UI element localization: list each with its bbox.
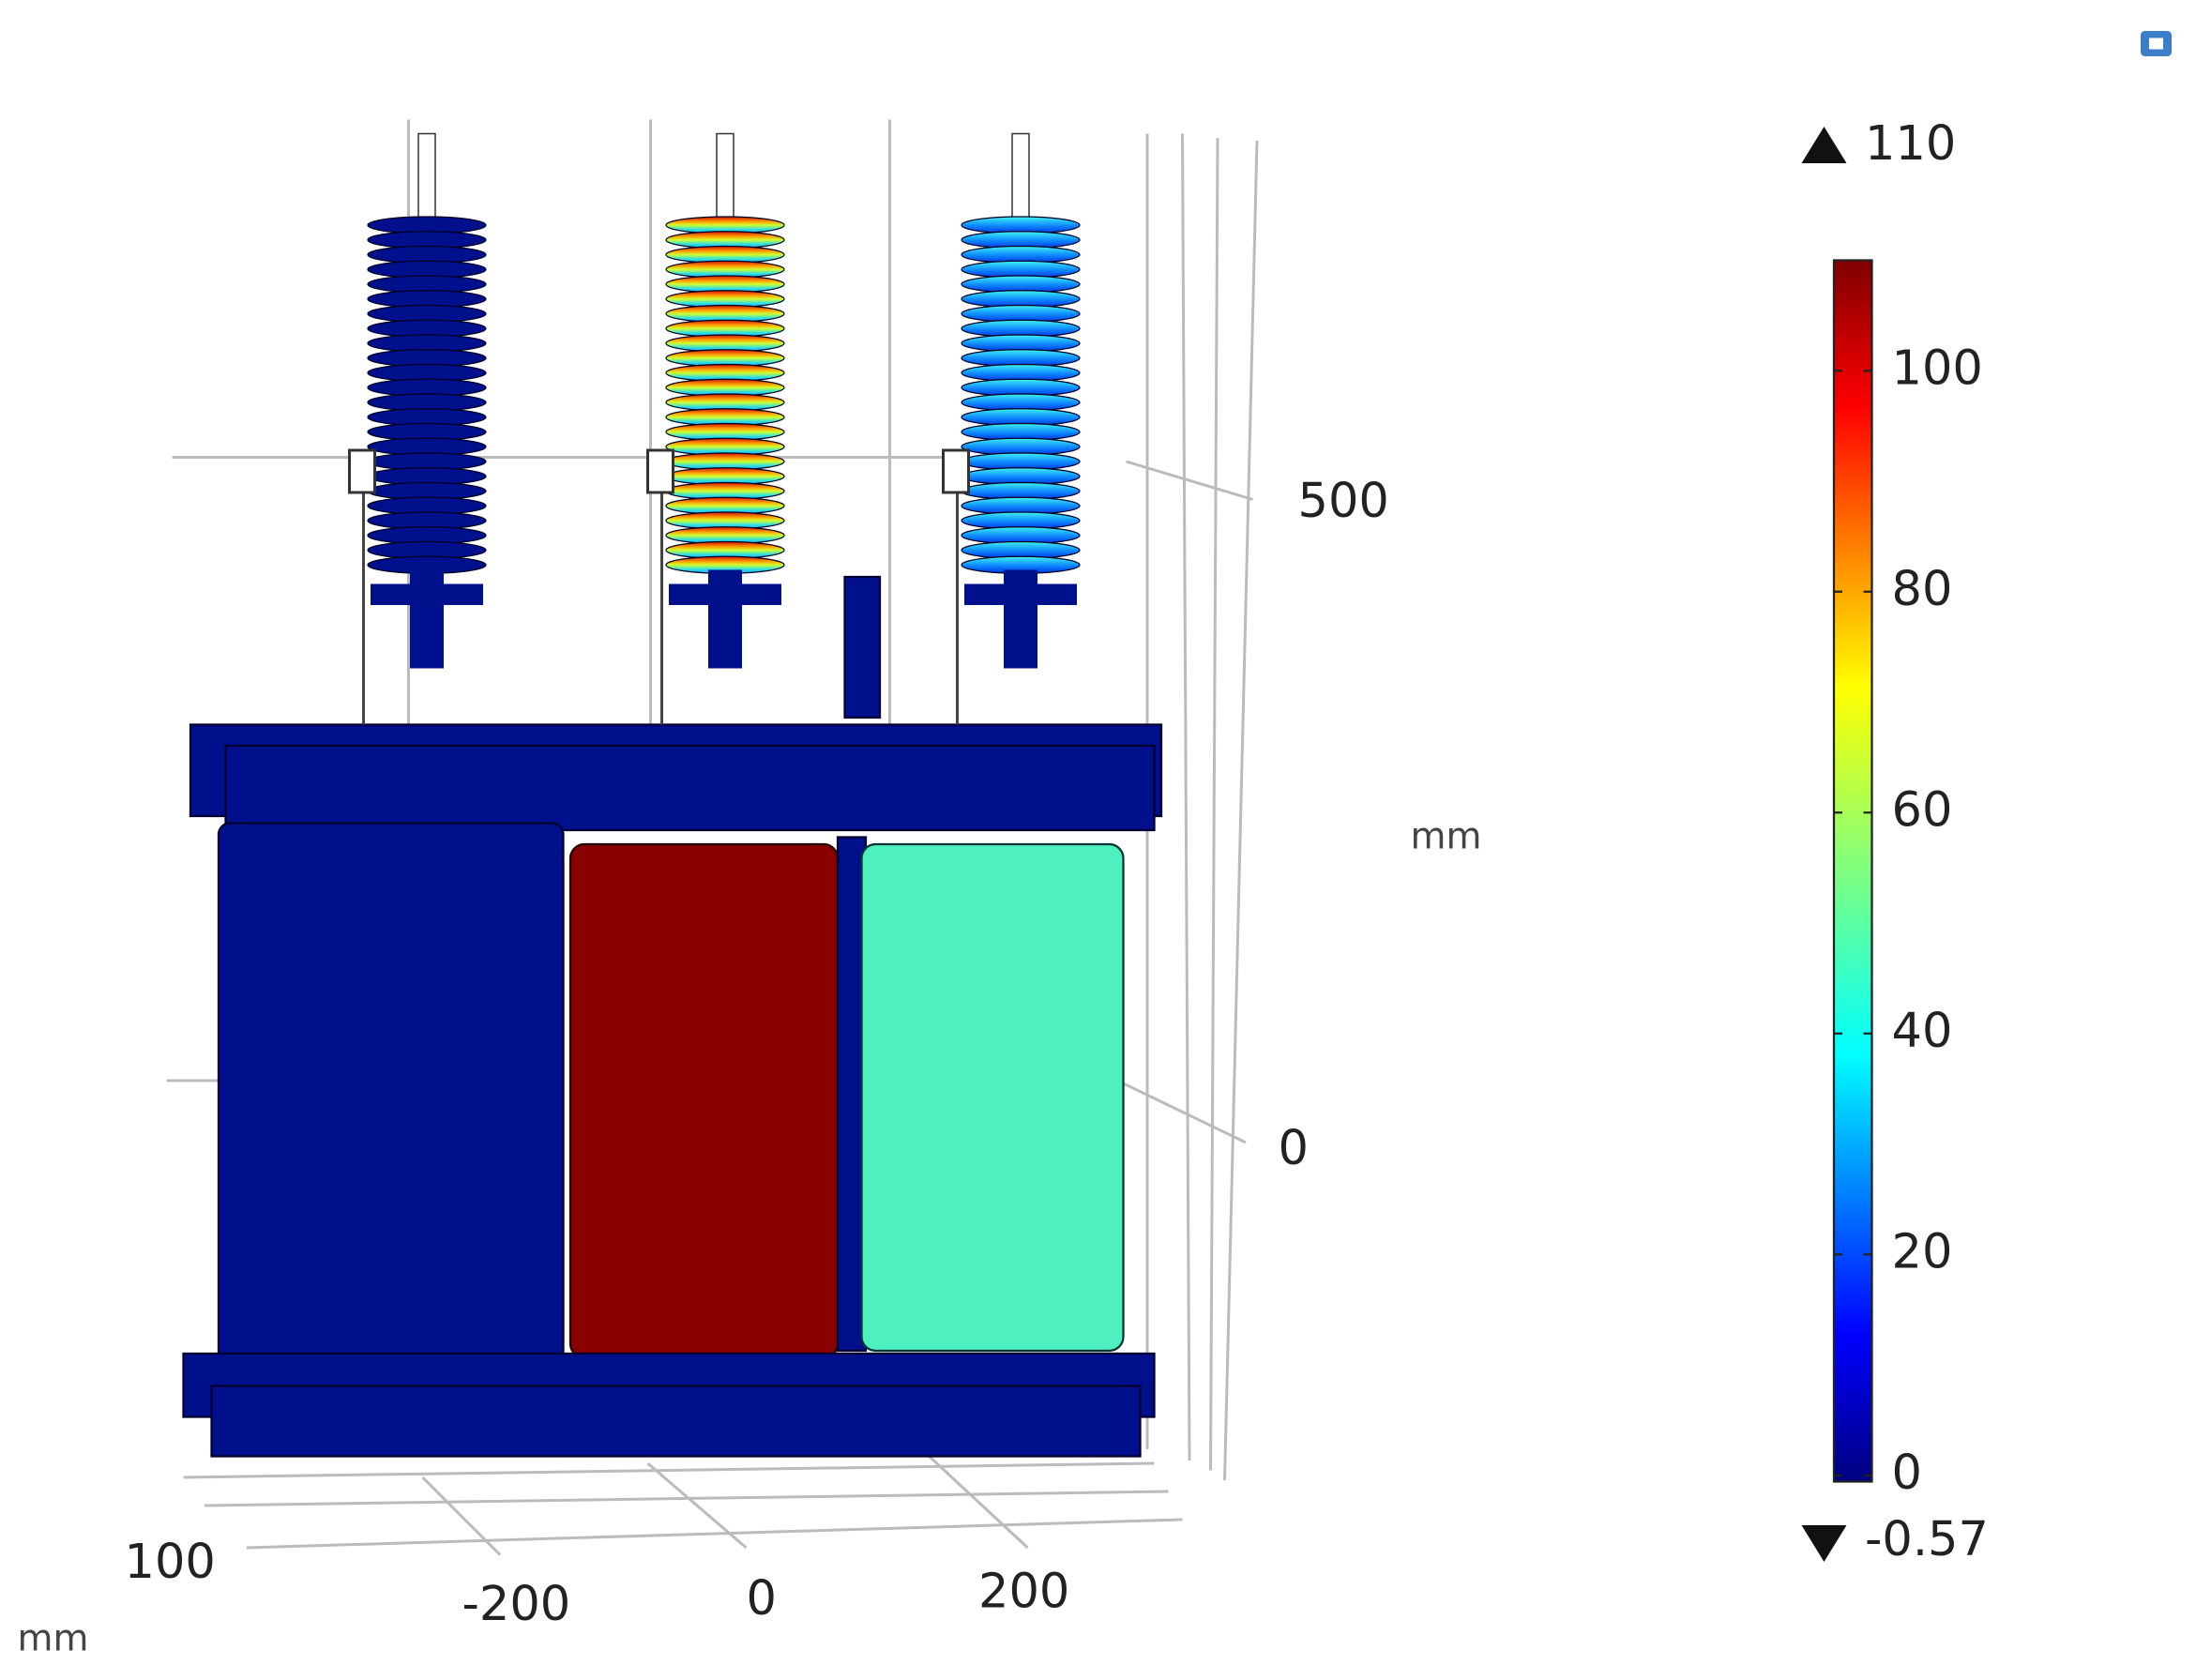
colorbar-tick-label: 80: [1892, 562, 1953, 617]
colorbar-max: 110: [1865, 116, 1956, 172]
grid: [166, 119, 1259, 1556]
left-coil: [217, 822, 565, 1367]
pipe: [843, 575, 882, 719]
axis-unit: mm: [18, 1618, 89, 1660]
axis-tick-label: 500: [1298, 474, 1389, 529]
min-marker: [1801, 1525, 1847, 1562]
colorbar: [1832, 259, 1873, 1483]
right-coil: [860, 842, 1125, 1353]
bushing-rod: [1011, 132, 1030, 219]
colorbar-tick-label: 0: [1892, 1445, 1922, 1501]
middle-coil: [568, 842, 840, 1359]
colorbar-tick-label: 20: [1892, 1224, 1953, 1279]
bushing-neck: [410, 569, 444, 669]
bushing-rod: [417, 132, 436, 219]
max-marker: [1801, 127, 1847, 163]
axis-tick-label: -200: [462, 1577, 571, 1632]
bottom-yoke: [210, 1385, 1142, 1458]
axis-tick-label: 100: [125, 1535, 216, 1590]
colorbar-tick-label: 60: [1892, 782, 1953, 838]
connector: [646, 448, 674, 494]
top-yoke: [224, 744, 1156, 832]
bushing-rod: [716, 132, 735, 219]
window-icon-inner: [2149, 38, 2163, 50]
bushing-neck: [1004, 569, 1037, 669]
connector: [942, 448, 970, 494]
axis-tick-label: 0: [747, 1571, 777, 1627]
connector: [348, 448, 377, 494]
bushing-neck: [708, 569, 742, 669]
colorbar-tick-label: 40: [1892, 1004, 1953, 1059]
transformer-model: [182, 132, 1163, 1458]
axis-tick-label: 0: [1279, 1121, 1309, 1176]
axis-unit: mm: [1411, 816, 1482, 858]
colorbar-min: -0.57: [1865, 1512, 1989, 1567]
axis-tick-label: 200: [978, 1565, 1069, 1620]
colorbar-tick-label: 100: [1892, 341, 1983, 396]
